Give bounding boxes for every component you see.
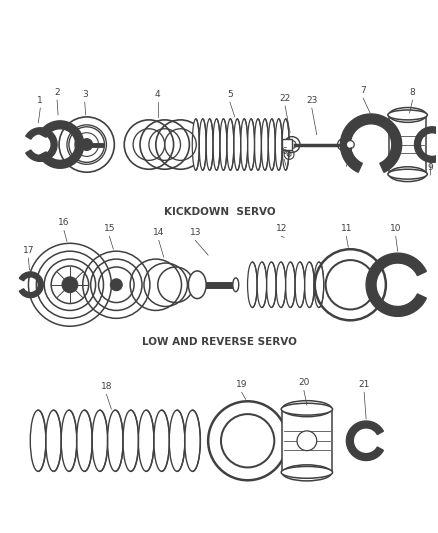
Ellipse shape: [387, 169, 426, 179]
Ellipse shape: [261, 119, 268, 170]
Ellipse shape: [285, 262, 295, 308]
Ellipse shape: [254, 119, 261, 170]
Polygon shape: [346, 421, 382, 461]
Circle shape: [297, 431, 316, 450]
Ellipse shape: [188, 271, 206, 298]
Ellipse shape: [153, 410, 169, 471]
Text: 4: 4: [155, 90, 160, 99]
Ellipse shape: [247, 119, 254, 170]
Text: 6: 6: [281, 148, 286, 156]
Text: 9: 9: [427, 163, 432, 172]
Text: LOW AND REVERSE SERVO: LOW AND REVERSE SERVO: [142, 337, 296, 347]
Text: 24: 24: [342, 148, 353, 156]
Bar: [282, 139, 291, 150]
Text: 17: 17: [23, 246, 34, 255]
Ellipse shape: [281, 403, 332, 415]
Circle shape: [62, 277, 78, 293]
Ellipse shape: [388, 108, 425, 123]
Text: 5: 5: [226, 90, 232, 99]
Polygon shape: [26, 128, 57, 161]
Ellipse shape: [388, 167, 425, 182]
Circle shape: [81, 139, 92, 150]
Ellipse shape: [107, 410, 123, 471]
Ellipse shape: [275, 119, 282, 170]
Text: 7: 7: [360, 86, 365, 95]
Ellipse shape: [233, 119, 240, 170]
Ellipse shape: [257, 262, 266, 308]
Ellipse shape: [199, 119, 206, 170]
Polygon shape: [413, 127, 438, 163]
Text: 13: 13: [189, 228, 201, 237]
Ellipse shape: [304, 262, 314, 308]
Ellipse shape: [30, 410, 46, 471]
Ellipse shape: [192, 119, 199, 170]
Text: 15: 15: [103, 224, 115, 233]
Ellipse shape: [240, 119, 247, 170]
Polygon shape: [39, 121, 84, 168]
Ellipse shape: [61, 410, 77, 471]
Ellipse shape: [212, 119, 219, 170]
Text: 18: 18: [100, 382, 112, 391]
Text: 1: 1: [37, 96, 43, 105]
Ellipse shape: [232, 278, 238, 292]
Ellipse shape: [226, 119, 233, 170]
Ellipse shape: [123, 410, 138, 471]
Text: 3: 3: [81, 90, 88, 99]
Ellipse shape: [219, 119, 226, 170]
Circle shape: [346, 141, 353, 149]
Circle shape: [110, 279, 122, 290]
Ellipse shape: [266, 262, 276, 308]
Ellipse shape: [387, 110, 426, 120]
Bar: [282, 409, 331, 473]
Ellipse shape: [281, 466, 332, 478]
Ellipse shape: [282, 401, 331, 417]
Text: 12: 12: [275, 224, 286, 233]
Text: 14: 14: [153, 228, 164, 237]
Text: 22: 22: [279, 94, 290, 103]
Text: KICKDOWN  SERVO: KICKDOWN SERVO: [163, 207, 275, 217]
Ellipse shape: [138, 410, 154, 471]
Text: 16: 16: [58, 219, 70, 228]
Ellipse shape: [247, 262, 257, 308]
Ellipse shape: [205, 119, 213, 170]
Text: 21: 21: [358, 381, 369, 390]
Bar: [388, 115, 425, 174]
Ellipse shape: [46, 410, 61, 471]
Ellipse shape: [276, 262, 285, 308]
Text: 19: 19: [236, 381, 247, 390]
Polygon shape: [19, 272, 43, 297]
Ellipse shape: [76, 410, 92, 471]
Ellipse shape: [268, 119, 275, 170]
Text: 8: 8: [409, 88, 414, 97]
Text: 2: 2: [54, 88, 60, 97]
Ellipse shape: [282, 465, 331, 481]
Text: 23: 23: [305, 96, 317, 105]
Ellipse shape: [282, 119, 289, 170]
Ellipse shape: [169, 410, 184, 471]
Ellipse shape: [92, 410, 107, 471]
Polygon shape: [365, 253, 425, 317]
Polygon shape: [340, 114, 401, 172]
Ellipse shape: [313, 262, 323, 308]
Ellipse shape: [294, 262, 304, 308]
Text: 11: 11: [340, 224, 351, 233]
Text: 10: 10: [389, 224, 401, 233]
Ellipse shape: [184, 410, 200, 471]
Text: 20: 20: [297, 378, 309, 387]
